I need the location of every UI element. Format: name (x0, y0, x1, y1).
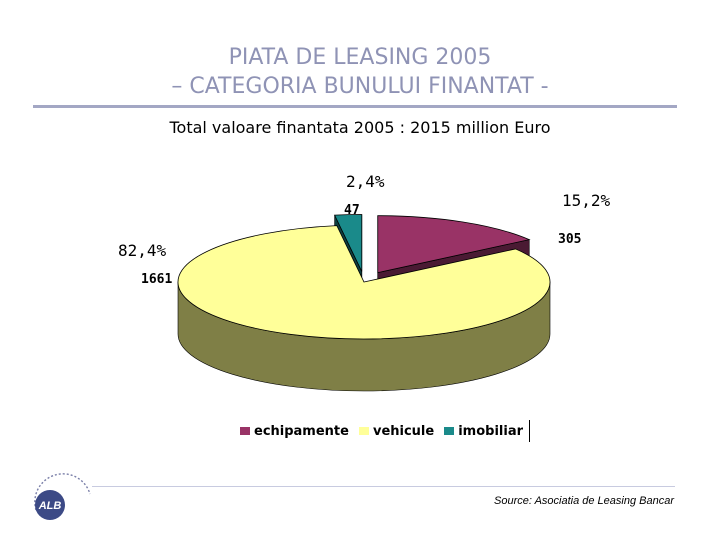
pct-label-echipamente: 15,2% (562, 191, 611, 210)
pie-slice-vehicule (177, 225, 551, 340)
pie-tops (177, 214, 551, 340)
legend-label-vehicule: vehicule (372, 423, 435, 439)
slide-title-line2: – CATEGORIA BUNULUI FINANTAT - (171, 74, 549, 99)
source-note: Source: Asociatia de Leasing Bancar (494, 495, 674, 507)
pct-label-imobiliar: 2,4% (346, 172, 385, 191)
chart-legend: echipamente vehicule imobiliar (240, 420, 531, 442)
pie-slice-imobiliar (333, 214, 363, 272)
legend-label-imobiliar: imobiliar (458, 423, 524, 439)
legend-swatch-vehicule (358, 427, 369, 435)
legend-item-imobiliar: imobiliar (444, 424, 523, 439)
chart-title: Total valoare finantata 2005 : 2015 mill… (169, 118, 551, 137)
pct-label-vehicule: 82,4% (118, 241, 167, 260)
footer-divider (92, 486, 675, 487)
legend-swatch-echipamente (240, 427, 250, 435)
legend-label-echipamente: echipamente (254, 423, 349, 439)
legend-item-vehicule: vehicule (358, 423, 435, 439)
legend-swatch-imobiliar (444, 427, 455, 435)
value-label-vehicule: 1661 (141, 272, 173, 287)
slide-title-line1: PIATA DE LEASING 2005 (228, 45, 492, 70)
legend-item-echipamente: echipamente (240, 424, 349, 439)
value-label-imobiliar: 47 (344, 203, 360, 218)
title-divider (33, 105, 677, 108)
pie-slice-echipamente (377, 215, 531, 274)
value-label-echipamente: 305 (558, 232, 582, 247)
alb-logo: ALB (34, 473, 91, 520)
logo-text: ALB (38, 500, 62, 512)
